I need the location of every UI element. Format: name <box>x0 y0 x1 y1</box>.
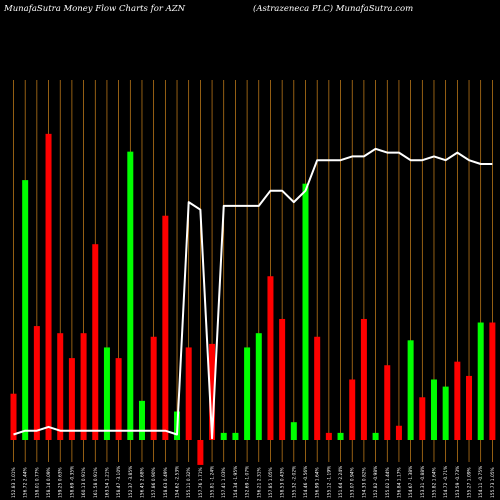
x-tick-label: 151.64 -2.24% <box>338 466 344 498</box>
x-tick-label: 154.46 -0.56% <box>303 466 309 498</box>
money-flow-bar <box>138 400 145 440</box>
x-tick-label: 159.25 0.63% <box>58 467 64 498</box>
money-flow-bar <box>279 318 286 440</box>
x-tick-label: 160.13 0.91% <box>81 467 87 498</box>
x-tick-label: 154.11 -0.75% <box>478 466 484 498</box>
x-tick-label: 155.11 0.32% <box>186 467 192 498</box>
money-flow-bar <box>419 397 426 440</box>
money-flow-bar <box>430 379 437 440</box>
money-flow-bar <box>162 215 169 440</box>
money-flow-bar <box>255 333 262 440</box>
x-tick-label: 155.73 1.05% <box>490 467 496 498</box>
price-line <box>13 147 493 440</box>
x-tick-label: 155.12 -1.19% <box>326 466 332 498</box>
x-tick-label: 152.37 -3.85% <box>128 466 134 498</box>
money-flow-bar <box>57 333 64 440</box>
money-flow-bar <box>127 151 134 440</box>
money-flow-bar <box>454 361 461 440</box>
x-tick-label: 156.99 1.64% <box>315 467 321 498</box>
chart-subtitle: (Astrazeneca PLC) MunafaSutra.com <box>253 4 414 14</box>
money-flow-bar <box>442 386 449 440</box>
money-flow-bar <box>197 440 204 465</box>
x-tick-label: 152.83 1.01% <box>11 467 17 498</box>
x-tick-label: 153.31 -0.88% <box>420 466 426 498</box>
x-tick-label: 155.27 1.09% <box>467 467 473 498</box>
money-flow-bar <box>185 347 192 440</box>
x-tick-label: 153.59 -0.73% <box>455 466 461 498</box>
money-flow-bar <box>407 340 414 440</box>
money-flow-bar <box>477 322 484 440</box>
money-flow-bar <box>80 333 87 440</box>
x-tick-label: 158.69 -0.35% <box>69 466 75 498</box>
x-tick-label: 158.47 -3.10% <box>116 466 122 498</box>
x-tick-label: 158.01 0.77% <box>34 467 40 498</box>
x-tick-label: 152.82 -0.98% <box>373 466 379 498</box>
x-tick-label: 154.62 -2.53% <box>175 466 181 498</box>
x-tick-label: 154.67 -1.38% <box>408 466 414 498</box>
x-tick-label: 158.53 0.43% <box>280 467 286 498</box>
money-flow-bars <box>10 133 496 465</box>
x-tick-label: 154.34 -1.95% <box>233 466 239 498</box>
money-flow-bar <box>220 432 227 440</box>
money-flow-bar <box>10 393 17 440</box>
x-tick-label: 155.81 -1.24% <box>210 466 216 498</box>
money-flow-bar <box>22 180 29 440</box>
money-flow-bar <box>290 422 297 440</box>
x-tick-label: 157.85 1.05% <box>268 467 274 498</box>
money-flow-bar <box>337 432 344 440</box>
money-flow-bar <box>489 322 496 440</box>
money-flow-bar <box>232 432 239 440</box>
x-tick-label: 157.86 0.90% <box>151 467 157 498</box>
x-tick-label: 157.41 1.03% <box>221 467 227 498</box>
money-flow-bar <box>466 375 473 440</box>
x-tick-label: 158.14 0.09% <box>46 467 52 498</box>
x-tick-label: 163.54 1.21% <box>104 467 110 498</box>
money-flow-bar <box>384 365 391 440</box>
x-tick-label: 155.32 -2.02% <box>291 466 297 498</box>
x-tick-label: 156.84 1.17% <box>396 467 402 498</box>
money-flow-bar <box>45 133 52 440</box>
money-flow-bar <box>360 318 367 440</box>
x-tick-label: 161.58 0.91% <box>93 467 99 498</box>
x-tick-label: 156.21 2.31% <box>256 467 262 498</box>
x-tick-label: 154.33 0.82% <box>361 467 367 498</box>
money-flow-bar <box>325 432 332 440</box>
money-flow-bar <box>395 425 402 440</box>
x-tick-label: 153.07 0.94% <box>350 467 356 498</box>
money-flow-bar <box>68 358 75 440</box>
money-flow-bar <box>150 336 157 440</box>
x-tick-label: 156.72 2.44% <box>23 467 29 498</box>
money-flow-bar <box>349 379 356 440</box>
money-flow-bar <box>244 347 251 440</box>
money-flow-bar <box>302 183 309 440</box>
money-flow-bar <box>33 326 40 440</box>
x-tick-label: 158.63 0.49% <box>163 467 169 498</box>
x-tick-label: 157.76 1.71% <box>198 467 204 498</box>
money-flow-bar <box>209 343 216 440</box>
money-flow-bar <box>92 244 99 440</box>
money-flow-bar <box>372 432 379 440</box>
x-tick-label: 152.69 -1.07% <box>245 466 251 498</box>
x-tick-label: 154.72 -0.71% <box>443 466 449 498</box>
x-axis-tick-labels: 152.83 1.01% 156.72 2.44% 158.01 0.77% 158.… <box>11 466 496 498</box>
money-flow-bar <box>267 276 274 440</box>
money-flow-bar <box>115 358 122 440</box>
chart-title: MunafaSutra Money Flow Charts for AZN <box>4 4 186 14</box>
x-tick-label: 156.45 2.68% <box>139 467 145 498</box>
money-flow-bar <box>103 347 110 440</box>
x-tick-label: 155.02 1.44% <box>385 467 391 498</box>
money-flow-bar <box>314 336 321 440</box>
x-tick-label: 155.82 1.64% <box>431 467 437 498</box>
